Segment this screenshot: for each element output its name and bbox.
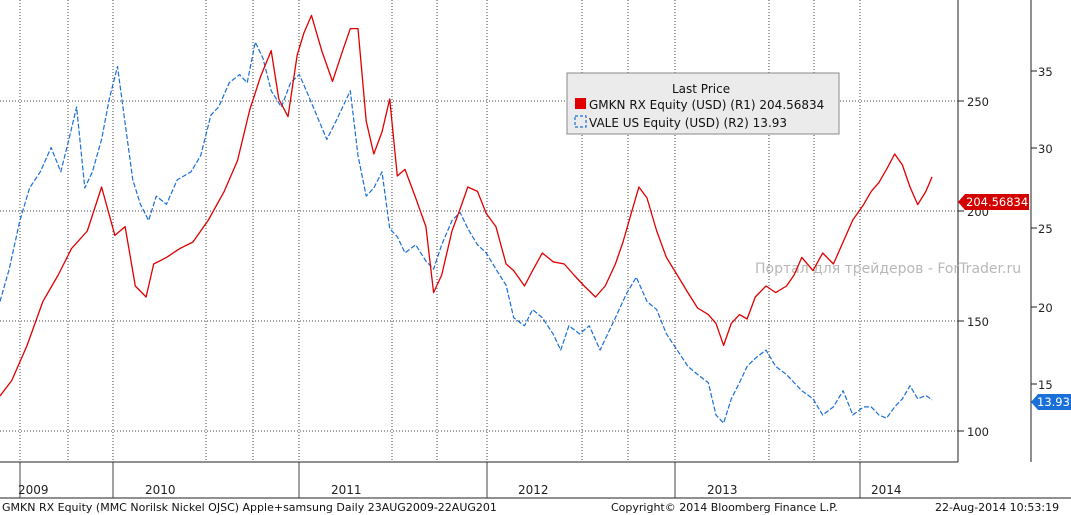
x-tick-label: 2011	[331, 483, 362, 497]
vale-badge-shape	[1031, 394, 1071, 410]
x-tick-label: 2010	[145, 483, 176, 497]
x-axis-labels: 2009 2010 2011 2012 2013 2014	[18, 483, 902, 497]
legend-box	[566, 72, 840, 135]
r2-tick-label: 30	[1038, 142, 1053, 156]
legend-entry-gmkn: GMKN RX Equity (USD) (R1) 204.56834	[589, 98, 824, 112]
gmkn-last-value-badge: 204.56834	[958, 194, 1029, 210]
gmkn-last-value: 204.56834	[966, 195, 1028, 209]
legend-title: Last Price	[672, 82, 730, 96]
vertical-gridlines	[19, 0, 861, 462]
footer-security-info: GMKN RX Equity (MMC Norilsk Nickel OJSC)…	[2, 501, 497, 514]
outer-right-axis: 35 30 25 20 15	[1031, 65, 1053, 392]
x-tick-label: 2014	[871, 483, 902, 497]
r2-tick-label: 20	[1038, 301, 1053, 315]
vale-last-value: 13.93	[1037, 395, 1070, 409]
series-line-gmkn	[0, 14, 933, 397]
footer-timestamp: 22-Aug-2014 10:53:19	[935, 501, 1059, 514]
axis-lines	[0, 0, 1071, 499]
x-tick-label: 2013	[707, 483, 738, 497]
series-line-vale	[0, 41, 933, 424]
r1-tick-label: 150	[967, 315, 989, 329]
x-tick-label: 2009	[18, 483, 49, 497]
r2-tick-label: 15	[1038, 378, 1053, 392]
legend: Last Price GMKN RX Equity (USD) (R1) 204…	[566, 72, 840, 135]
r1-tick-label: 100	[967, 425, 989, 439]
watermark-text: Портал для трейдеров - ForTrader.ru	[755, 261, 1021, 277]
legend-swatch-gmkn	[575, 98, 586, 109]
legend-entry-vale: VALE US Equity (USD) (R2) 13.93	[589, 116, 787, 130]
x-tick-label: 2012	[518, 483, 549, 497]
legend-swatch-vale	[574, 115, 587, 128]
footer-copyright: Copyright© 2014 Bloomberg Finance L.P.	[611, 501, 838, 514]
r2-tick-label: 25	[1038, 222, 1053, 236]
vale-last-value-badge: 13.93	[1031, 394, 1071, 410]
gmkn-badge-shape	[958, 194, 1029, 210]
year-separators	[19, 462, 861, 498]
r1-tick-label: 250	[967, 95, 989, 109]
r2-tick-label: 35	[1038, 65, 1053, 79]
